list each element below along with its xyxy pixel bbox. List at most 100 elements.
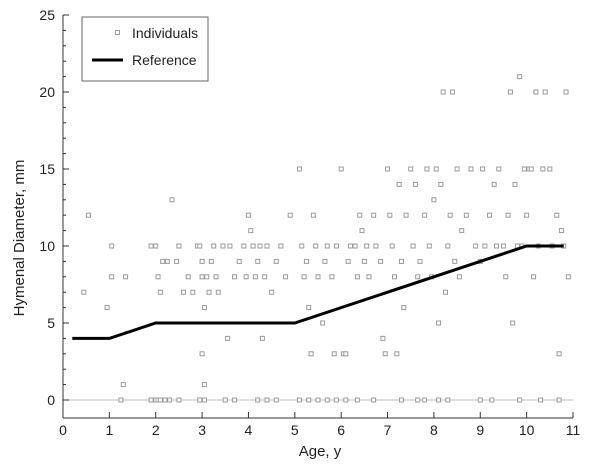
x-tick-label: 6: [337, 422, 345, 438]
individual-point: [403, 212, 409, 218]
y-tick-label: 15: [39, 161, 55, 177]
individual-point: [334, 243, 340, 249]
individual-point: [81, 289, 87, 295]
individual-point: [533, 89, 539, 95]
individual-point: [322, 258, 328, 264]
individual-point: [201, 397, 207, 403]
individual-point: [176, 243, 182, 249]
individual-point: [155, 274, 161, 280]
y-tick-label: 5: [47, 315, 55, 331]
individual-point: [167, 397, 173, 403]
individual-point: [227, 243, 233, 249]
individual-point: [206, 289, 212, 295]
individual-point: [556, 397, 562, 403]
individual-point: [392, 274, 397, 280]
individual-point: [299, 243, 305, 249]
individual-point: [236, 258, 242, 264]
individual-point: [422, 397, 428, 403]
individual-point: [436, 320, 442, 326]
individual-point: [181, 289, 187, 295]
individual-point: [449, 89, 455, 95]
individual-point: [220, 243, 226, 249]
individual-point: [245, 212, 251, 218]
individual-point: [361, 258, 367, 264]
individual-point: [273, 258, 279, 264]
y-tick-label: 20: [39, 84, 55, 100]
individual-point: [120, 382, 126, 388]
individual-point: [412, 181, 418, 187]
individual-point: [199, 258, 205, 264]
individual-point: [521, 166, 527, 172]
individual-point: [232, 274, 238, 280]
individual-point: [287, 212, 293, 218]
individual-point: [415, 397, 421, 403]
individual-point: [424, 166, 430, 172]
x-tick-label: 8: [430, 422, 438, 438]
individual-point: [410, 243, 416, 249]
individual-point: [199, 274, 205, 280]
individual-point: [558, 228, 564, 234]
individual-point: [345, 258, 351, 264]
individual-point: [164, 258, 170, 264]
individual-point: [517, 397, 523, 403]
individual-point: [264, 243, 270, 249]
individual-point: [313, 243, 319, 249]
individual-point: [366, 274, 372, 280]
individual-point: [378, 258, 384, 264]
individual-point: [109, 243, 115, 249]
individual-point: [215, 289, 221, 295]
x-tick-label: 5: [291, 422, 299, 438]
x-tick-label: 0: [59, 422, 67, 438]
individual-point: [443, 289, 448, 295]
individual-point: [296, 166, 302, 172]
individual-point: [364, 243, 370, 249]
individual-point: [394, 351, 400, 357]
x-axis: 0 1 2 3 4 5 6 7 8 9 10 11: [59, 412, 580, 438]
individual-point: [157, 397, 163, 403]
individual-point: [273, 397, 279, 403]
x-tick-label: 9: [476, 422, 484, 438]
individual-point: [540, 166, 546, 172]
individual-point: [296, 397, 302, 403]
individual-point: [148, 243, 154, 249]
individual-point: [197, 243, 203, 249]
individual-point: [401, 305, 407, 311]
individual-point: [329, 274, 335, 280]
individual-point: [310, 212, 316, 218]
individual-point: [308, 351, 314, 357]
individual-point: [343, 397, 349, 403]
individual-point: [542, 89, 548, 95]
individual-point: [211, 243, 217, 249]
individual-point: [491, 181, 497, 187]
legend-individuals-marker: [115, 30, 120, 35]
individual-point: [563, 89, 569, 95]
individual-point: [463, 212, 469, 218]
individual-point: [389, 243, 395, 249]
individual-point: [500, 243, 506, 249]
x-tick-label: 10: [519, 422, 535, 438]
individual-point: [248, 228, 254, 234]
individual-point: [431, 197, 437, 203]
individual-point: [118, 397, 124, 403]
individual-point: [454, 166, 460, 172]
individual-point: [201, 305, 207, 311]
individual-point: [354, 397, 360, 403]
individual-point: [565, 274, 571, 280]
individual-point: [324, 243, 330, 249]
individual-point: [371, 212, 377, 218]
individual-point: [512, 181, 518, 187]
x-tick-label: 7: [384, 422, 392, 438]
individual-point: [160, 258, 166, 264]
legend-box: [81, 16, 209, 82]
individual-point: [447, 212, 453, 218]
individual-point: [315, 274, 321, 280]
individual-point: [359, 228, 365, 234]
individual-point: [473, 243, 479, 249]
individual-point: [225, 335, 231, 341]
individual-point: [201, 382, 207, 388]
individual-point: [252, 274, 258, 280]
individual-point: [303, 258, 309, 264]
individual-point: [213, 274, 219, 280]
x-axis-title: Age, y: [299, 443, 342, 460]
individual-point: [199, 351, 205, 357]
